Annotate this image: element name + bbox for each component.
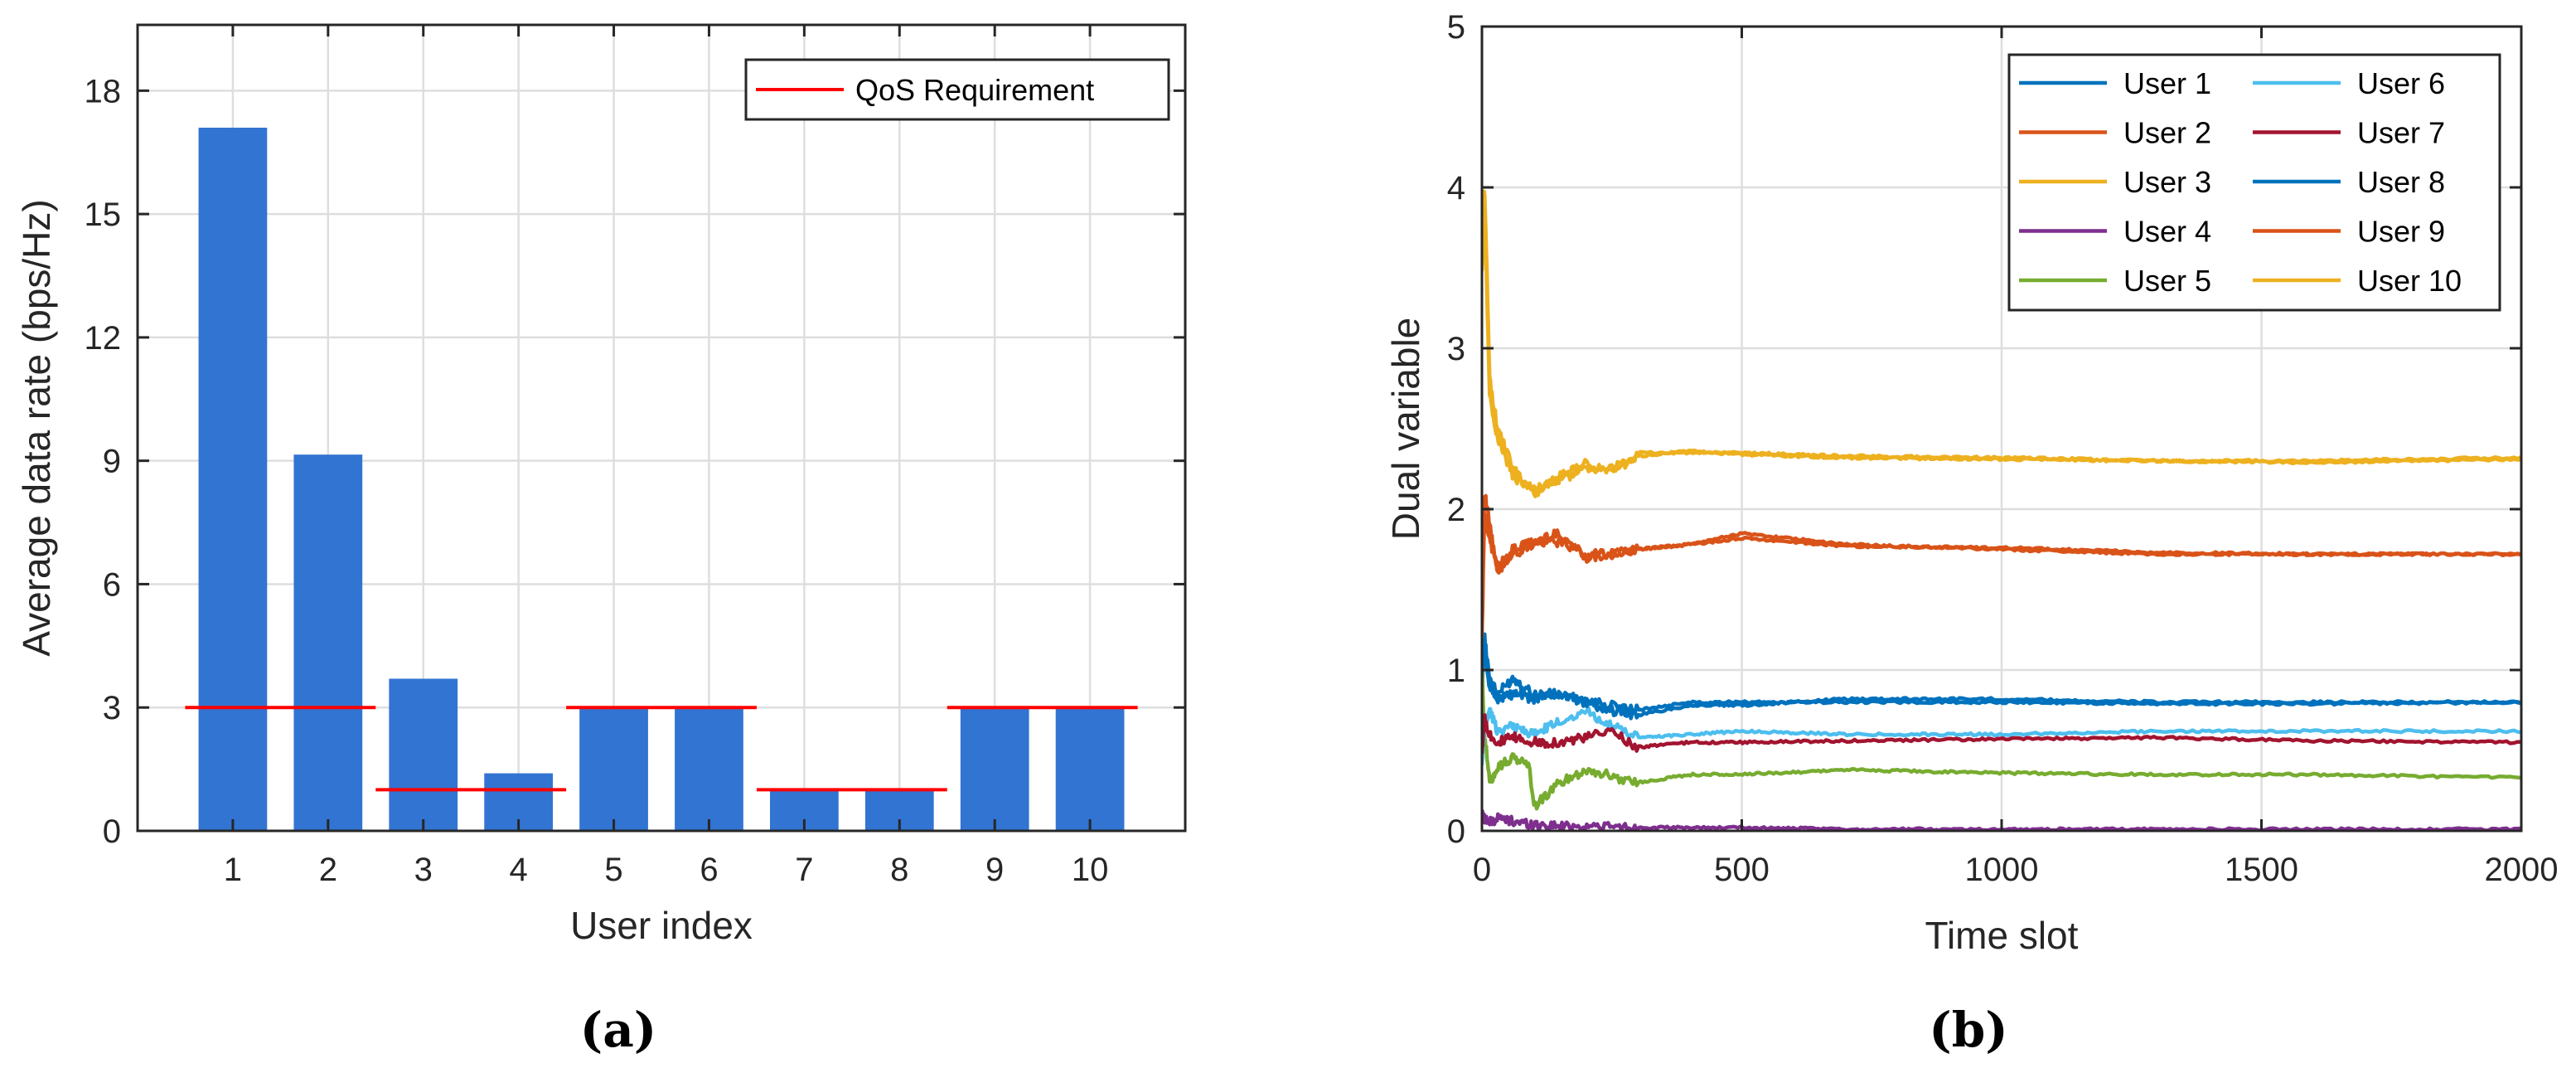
bar-10 <box>1055 707 1125 831</box>
ytick-label: 4 <box>1447 170 1465 206</box>
axes-box-a <box>136 23 1187 833</box>
series-line-user-5 <box>1482 668 2521 811</box>
legend-label-user-1: User 1 <box>2123 66 2211 100</box>
legend-label-user-4: User 4 <box>2123 215 2211 249</box>
xtick-label: 1 <box>224 852 242 888</box>
legend-label-user-10: User 10 <box>2357 264 2462 298</box>
ytick-label: 5 <box>1447 9 1465 46</box>
xtick-label: 10 <box>1072 852 1109 888</box>
bar-9 <box>960 707 1029 831</box>
xtick-label: 0 <box>1473 852 1491 888</box>
legend-label-user-9: User 9 <box>2357 215 2445 249</box>
ytick-label: 3 <box>1447 331 1465 367</box>
bar-3 <box>389 678 458 831</box>
legend-label-user-5: User 5 <box>2123 264 2211 298</box>
bar-2 <box>293 454 363 831</box>
xtick-label: 9 <box>985 852 1004 888</box>
chart-b: 0 500 1000 1500 2000 0 1 2 3 4 5 Time slot Dual vari… <box>1384 9 2558 957</box>
legend-label-user-6: User 6 <box>2357 66 2445 100</box>
xtick-label: 8 <box>890 852 908 888</box>
xtick-label: 2 <box>319 852 337 888</box>
xtick-label: 1500 <box>2225 852 2298 888</box>
xtick-label: 7 <box>795 852 813 888</box>
ytick-label: 9 <box>103 444 121 480</box>
legend-label-qos: QoS Requirement <box>855 73 1094 107</box>
legend-label-user-2: User 2 <box>2123 116 2211 150</box>
ytick-label: 3 <box>103 690 121 726</box>
ytick-label: 15 <box>85 197 122 233</box>
ytick-label: 12 <box>85 320 122 357</box>
panel-label-a: (a) <box>580 1002 656 1058</box>
series-line-user-9 <box>1482 512 2521 638</box>
series-line-user-10 <box>1482 205 2521 493</box>
ytick-label: 6 <box>103 566 121 603</box>
y-axis-label: Average data rate (bps/Hz) <box>15 199 58 656</box>
xtick-label: 3 <box>414 852 433 888</box>
legend-label-user-3: User 3 <box>2123 165 2211 199</box>
legend-b: User 1 User 2 User 3 User 4 User 5 User 6 User… <box>2007 53 2501 312</box>
series-line-user-8 <box>1482 651 2521 716</box>
legend-label-user-8: User 8 <box>2357 165 2445 199</box>
series-line-user-7 <box>1482 713 2521 754</box>
bar-6 <box>675 707 743 831</box>
ytick-label: 18 <box>85 73 122 109</box>
x-axis-label: User index <box>570 904 753 947</box>
xtick-label: 500 <box>1714 852 1770 888</box>
series-line-user-6 <box>1482 706 2521 765</box>
xtick-label: 6 <box>700 852 718 888</box>
y-axis-label: Dual variable <box>1384 318 1427 540</box>
legend-label-user-7: User 7 <box>2357 116 2445 150</box>
ytick-label: 0 <box>103 813 121 850</box>
xtick-label: 5 <box>604 852 622 888</box>
xtick-label: 4 <box>510 852 528 888</box>
xtick-label: 2000 <box>2485 852 2559 888</box>
x-axis-label: Time slot <box>1925 914 2079 957</box>
ytick-label: 0 <box>1447 813 1465 850</box>
ytick-label: 1 <box>1447 653 1465 689</box>
legend-a: QoS Requirement <box>744 58 1170 121</box>
panel-label-b: (b) <box>1929 1002 2007 1058</box>
bar-5 <box>579 707 648 831</box>
xtick-label: 1000 <box>1965 852 2039 888</box>
bar-1 <box>198 127 268 831</box>
ytick-label: 2 <box>1447 492 1465 528</box>
